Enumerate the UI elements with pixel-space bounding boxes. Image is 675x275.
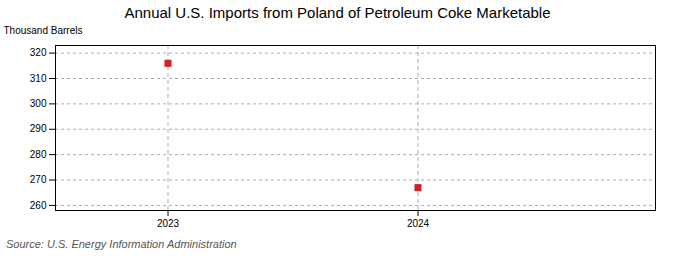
html-text:Source: U.S. Energy Informatio: Source: U.S. Energy Information Administ… <box>6 238 237 250</box>
svg-text:290: 290 <box>30 123 47 134</box>
svg-text:280: 280 <box>30 149 47 160</box>
html-text:Annual U.S. Imports from Polan: Annual U.S. Imports from Poland of Petro… <box>124 4 551 21</box>
svg-text:310: 310 <box>30 73 47 84</box>
svg-text:300: 300 <box>30 98 47 109</box>
svg-text:2024: 2024 <box>407 218 430 229</box>
svg-text:270: 270 <box>30 174 47 185</box>
svg-text:320: 320 <box>30 47 47 58</box>
svg-text:260: 260 <box>30 200 47 211</box>
svg-text:Thousand Barrels: Thousand Barrels <box>4 25 83 36</box>
svg-text:2023: 2023 <box>157 218 180 229</box>
